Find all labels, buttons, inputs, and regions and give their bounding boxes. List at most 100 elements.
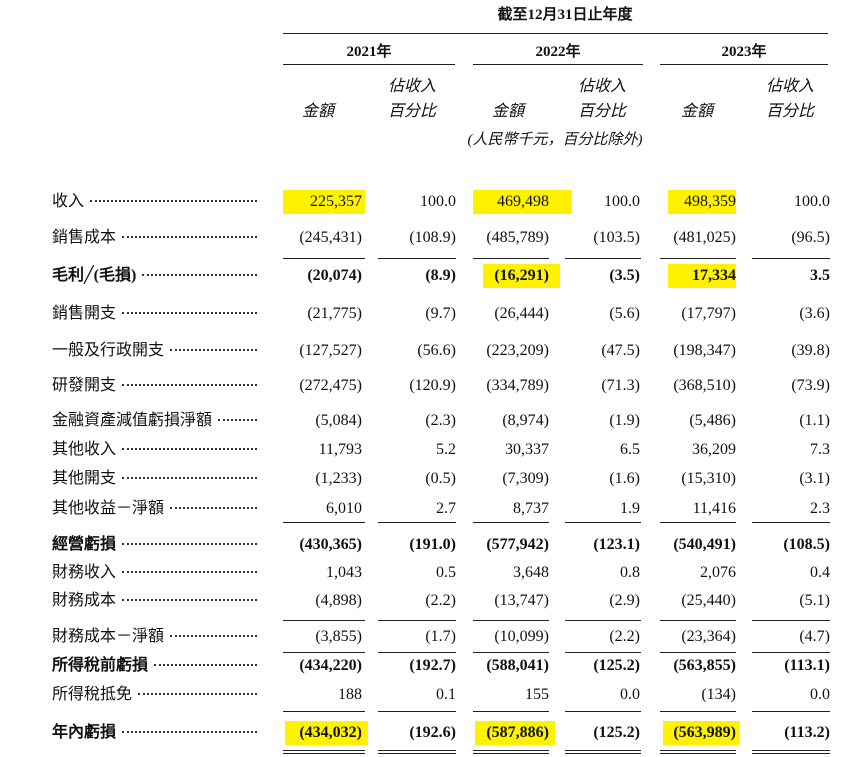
cell-value: 17,334 <box>692 267 736 284</box>
row-label: 收入 <box>52 192 257 212</box>
cell-value: (113.2) <box>784 724 830 741</box>
cell-value: (56.6) <box>417 342 456 359</box>
dot-leader <box>90 200 257 202</box>
cell-value: (192.6) <box>409 724 456 741</box>
rule <box>473 750 549 751</box>
highlight <box>483 264 560 288</box>
rule <box>565 711 641 712</box>
cell-value: 498,359 <box>684 193 736 210</box>
cell-value: (13,747) <box>494 592 549 609</box>
rule <box>752 522 830 523</box>
rule <box>473 711 549 712</box>
label-text: 銷售開支 <box>52 305 117 322</box>
row-label: 金融資產減值虧損淨額 <box>52 411 257 431</box>
cell-value: (23,364) <box>681 628 736 645</box>
rule <box>283 33 828 34</box>
dot-leader <box>122 543 257 545</box>
cell-value: 0.5 <box>436 564 456 581</box>
cell-value: (47.5) <box>601 342 640 359</box>
row-label: 財務收入 <box>52 563 257 583</box>
cell-value: (5,486) <box>689 412 736 429</box>
cell-value: (103.5) <box>593 229 640 246</box>
cell-value: (191.0) <box>409 536 456 553</box>
cell-value: (540,491) <box>673 536 736 553</box>
rule <box>283 711 365 712</box>
cell-value: 11,416 <box>692 500 736 517</box>
rule <box>565 652 641 653</box>
rule <box>473 753 549 754</box>
cell-value: (272,475) <box>299 377 362 394</box>
cell-value: (223,209) <box>486 342 549 359</box>
pct-heading: 百分比 <box>765 103 815 120</box>
label-text: 所得稅抵免 <box>52 686 133 703</box>
rule <box>660 522 736 523</box>
rule <box>378 522 456 523</box>
label-text: 其他收入 <box>52 441 117 458</box>
cell-value: (563,989) <box>673 724 736 741</box>
cell-value: (16,291) <box>494 267 549 284</box>
cell-value: 3.5 <box>810 267 830 284</box>
rule <box>752 750 830 751</box>
cell-value: 0.4 <box>810 564 830 581</box>
rule <box>378 620 456 621</box>
cell-value: (4.7) <box>799 628 830 645</box>
rule <box>752 258 830 259</box>
label-text: 研發開支 <box>52 377 117 394</box>
cell-value: (4,898) <box>315 592 362 609</box>
cell-value: 100.0 <box>420 193 456 210</box>
cell-value: (73.9) <box>791 377 830 394</box>
label-text: 財務成本－淨額 <box>52 628 165 645</box>
cell-value: (245,431) <box>299 229 362 246</box>
cell-value: (71.3) <box>601 377 640 394</box>
cell-value: (563,855) <box>673 657 736 674</box>
rule <box>378 652 456 653</box>
cell-value: 0.0 <box>620 686 640 703</box>
cell-value: 0.0 <box>810 686 830 703</box>
cell-value: 469,498 <box>497 193 549 210</box>
cell-value: (7,309) <box>502 470 549 487</box>
dot-leader <box>142 274 257 276</box>
cell-value: (192.7) <box>409 657 456 674</box>
cell-value: (96.5) <box>791 229 830 246</box>
cell-value: (2.9) <box>609 592 640 609</box>
pct-heading: 佔收入 <box>577 78 627 95</box>
rule <box>565 258 641 259</box>
label-text: 收入 <box>52 193 85 210</box>
rule <box>660 750 736 751</box>
cell-value: 2.7 <box>436 500 456 517</box>
cell-value: (1.6) <box>609 470 640 487</box>
dot-leader <box>122 731 257 733</box>
cell-value: (588,041) <box>486 657 549 674</box>
highlight <box>668 190 736 214</box>
label-text: 所得稅前虧損 <box>52 657 149 674</box>
cell-value: 2,076 <box>700 564 736 581</box>
cell-value: 0.1 <box>436 686 456 703</box>
label-text: 銷售成本 <box>52 229 117 246</box>
row-label: 銷售開支 <box>52 304 257 324</box>
cell-value: 36,209 <box>692 441 736 458</box>
rule <box>565 620 641 621</box>
rule <box>283 64 455 65</box>
cell-value: (5.6) <box>609 305 640 322</box>
rule <box>473 620 549 621</box>
cell-value: (108.9) <box>409 229 456 246</box>
rule <box>378 258 456 259</box>
rule <box>378 711 456 712</box>
row-label: 研發開支 <box>52 376 257 396</box>
dot-leader <box>122 448 257 450</box>
cell-value: (587,886) <box>486 724 549 741</box>
dot-leader <box>170 635 257 637</box>
row-label: 經營虧損 <box>52 535 257 555</box>
dot-leader <box>122 312 257 314</box>
cell-value: (8.9) <box>425 267 456 284</box>
row-label: 毛利╱(毛損) <box>52 266 257 286</box>
cell-value: 6.5 <box>620 441 640 458</box>
rule <box>283 652 365 653</box>
cell-value: (0.5) <box>425 470 456 487</box>
dot-leader <box>122 236 257 238</box>
highlight <box>283 190 365 214</box>
cell-value: (3,855) <box>315 628 362 645</box>
highlight <box>668 264 736 288</box>
unit-note: (人民幣千元，百分比除外) <box>467 132 643 148</box>
amount-heading: 金額 <box>680 103 714 120</box>
